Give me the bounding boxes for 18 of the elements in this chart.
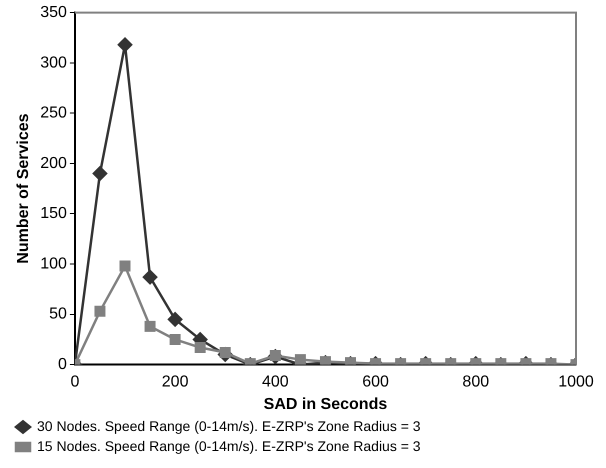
y-tick-label: 150 (40, 205, 67, 222)
legend-label: 30 Nodes. Speed Range (0-14m/s). E-ZRP's Zone Radius = 3 (37, 418, 421, 434)
y-axis-title: Number of Services (15, 113, 32, 264)
x-tick-label: 200 (162, 374, 189, 391)
y-tick-label: 0 (58, 356, 67, 374)
y-tick-label: 250 (40, 104, 67, 122)
y-tick-label: 100 (40, 255, 67, 272)
y-tick-label: 350 (40, 4, 67, 22)
x-tick-label: 800 (462, 374, 490, 391)
legend-label: 15 Nodes. Speed Range (0-14m/s). E-ZRP's Zone Radius = 3 (37, 438, 421, 454)
y-tick-label: 50 (49, 306, 67, 323)
x-axis-title: SAD in Seconds (264, 396, 388, 413)
x-tick-label: 400 (262, 374, 289, 391)
x-tick-label: 1000 (558, 374, 594, 391)
y-tick-label: 200 (40, 154, 67, 172)
x-tick-label: 0 (70, 374, 80, 391)
y-tick-label: 300 (40, 54, 67, 72)
x-tick-label: 600 (362, 374, 390, 391)
